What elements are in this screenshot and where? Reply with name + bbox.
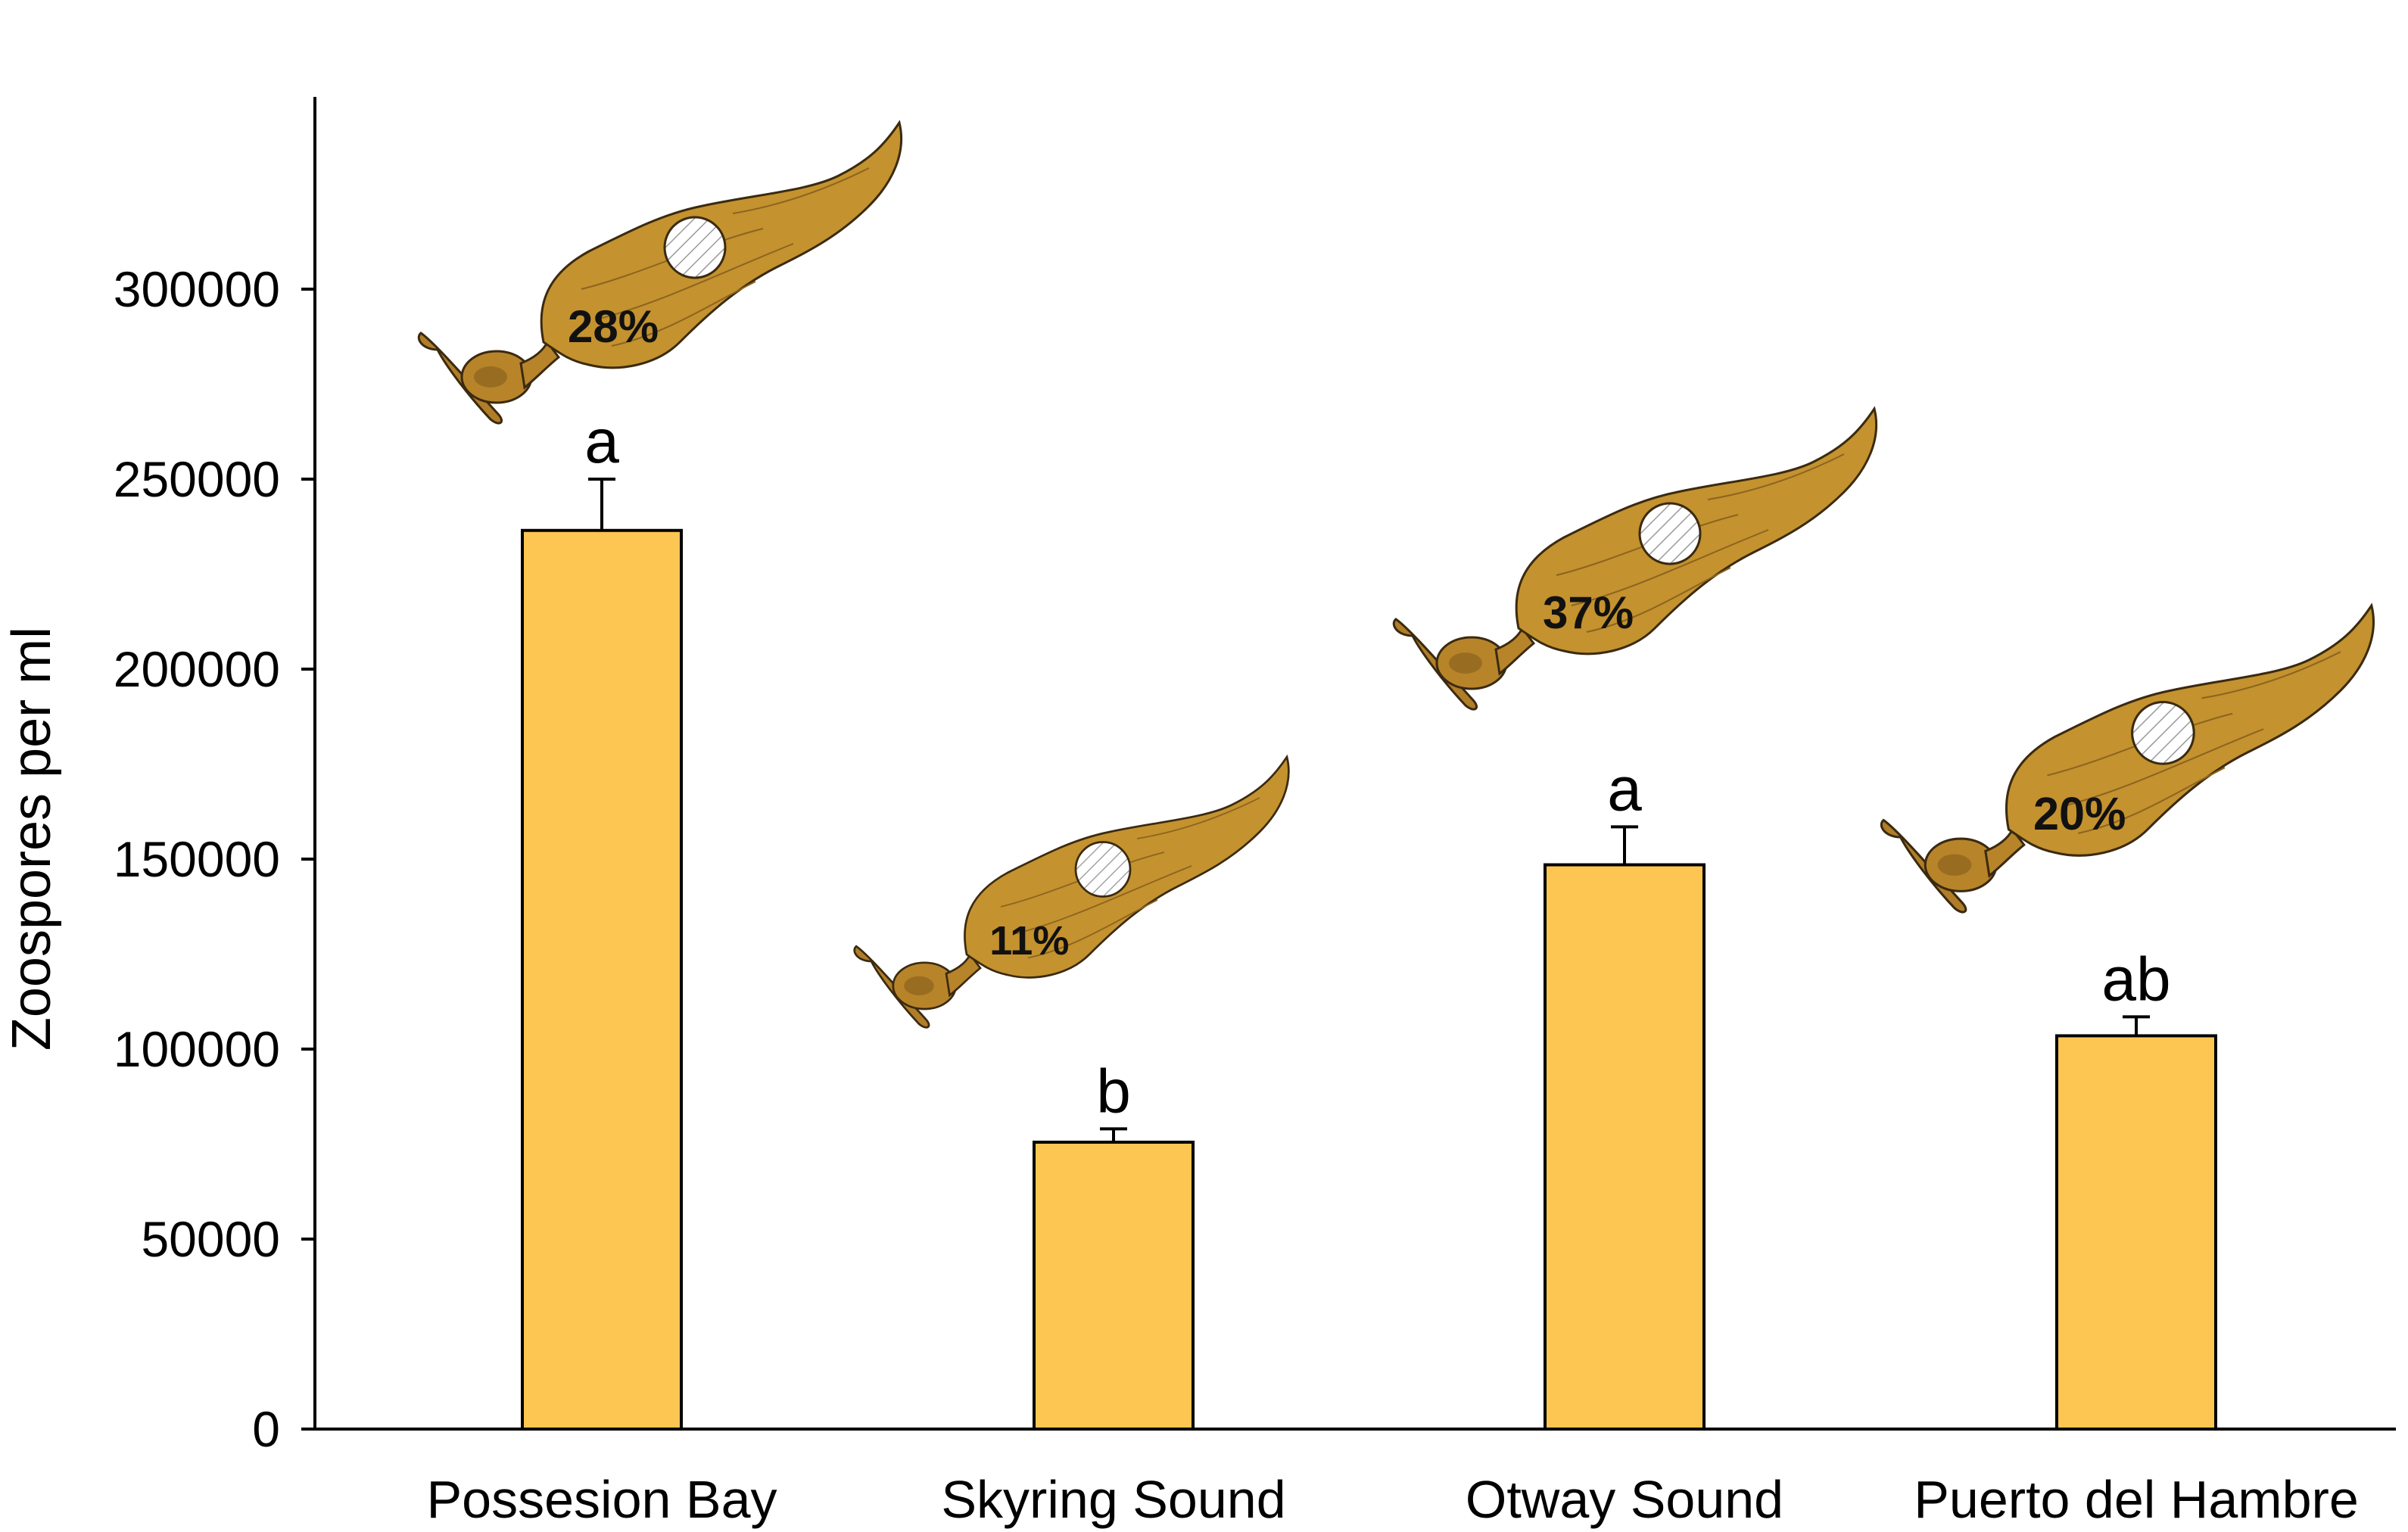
bar <box>1033 1140 1195 1431</box>
significance-letter: b <box>1096 1057 1131 1126</box>
kelp-sporophyte-icon: 37% <box>1392 407 1878 711</box>
category-label: Otway Sound <box>1466 1470 1783 1529</box>
category-label: Possesion Bay <box>426 1470 777 1529</box>
bar <box>1544 863 1706 1431</box>
y-tick-label: 200000 <box>114 641 280 697</box>
kelp-shape <box>1392 407 1878 711</box>
category-labels: Possesion Bay Skyring Sound Otway Sound Pue… <box>426 1470 2358 1529</box>
y-tick-label: 0 <box>252 1401 280 1457</box>
category-label: Puerto del Hambre <box>1914 1470 2359 1529</box>
kelp-shape <box>417 121 903 425</box>
y-ticks: 0 50000 100000 150000 200000 250000 300000 <box>114 261 315 1457</box>
kelp-sporophyte-icon: 11% <box>853 755 1290 1029</box>
category-label: Skyring Sound <box>941 1470 1285 1529</box>
bar <box>521 528 683 1431</box>
y-tick-label: 50000 <box>141 1211 280 1267</box>
kelp-shape <box>1880 604 2375 914</box>
y-tick-label: 100000 <box>114 1021 280 1077</box>
bar <box>2055 1034 2217 1431</box>
kelp-shape <box>853 755 1290 1029</box>
illustration-percentage: 37% <box>1543 587 1634 638</box>
significance-letter: a <box>584 407 619 476</box>
significance-letter: a <box>1607 755 1642 824</box>
illustration-percentage: 11% <box>989 918 1069 964</box>
illustration-percentage: 20% <box>2033 788 2126 839</box>
kelp-sporophyte-icon: 28% <box>417 121 903 425</box>
kelp-illustrations: 28% 11% 37% 20% <box>417 121 2375 1029</box>
significance-letter: ab <box>2101 945 2170 1014</box>
y-axis-title: Zoospores per ml <box>2 627 62 1051</box>
kelp-sporophyte-icon: 20% <box>1880 604 2375 914</box>
y-tick-label: 250000 <box>114 451 280 507</box>
illustration-percentage: 28% <box>568 301 659 352</box>
y-tick-label: 300000 <box>114 261 280 317</box>
y-tick-label: 150000 <box>114 831 280 887</box>
